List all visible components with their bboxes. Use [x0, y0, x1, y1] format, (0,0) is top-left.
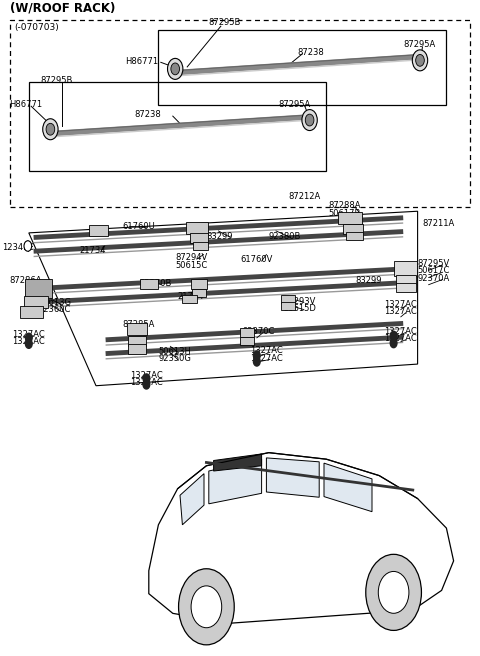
Circle shape — [46, 123, 55, 135]
Polygon shape — [324, 463, 372, 512]
Text: 83299: 83299 — [355, 276, 382, 285]
Text: 92370C: 92370C — [242, 327, 275, 336]
Text: 1327AC: 1327AC — [384, 307, 417, 316]
Text: 1327AC: 1327AC — [250, 354, 282, 363]
Circle shape — [171, 63, 180, 75]
Bar — [127, 323, 147, 335]
Bar — [192, 289, 206, 297]
Text: 87286A: 87286A — [10, 276, 42, 285]
Text: 1327AC: 1327AC — [384, 334, 417, 343]
Bar — [10, 20, 470, 207]
Text: 50613G: 50613G — [38, 298, 72, 307]
Text: 87295V: 87295V — [418, 259, 450, 268]
Bar — [193, 241, 208, 250]
Bar — [240, 337, 254, 345]
Bar — [190, 233, 208, 243]
Text: 92380B: 92380B — [269, 232, 301, 241]
Text: 1327AC: 1327AC — [12, 337, 45, 346]
Bar — [281, 295, 295, 303]
Text: (W/ROOF RACK): (W/ROOF RACK) — [10, 1, 115, 14]
Polygon shape — [180, 474, 204, 525]
Circle shape — [25, 333, 32, 342]
Text: 87295A: 87295A — [278, 100, 311, 110]
Text: 87293V: 87293V — [283, 297, 315, 306]
Text: 50613H: 50613H — [158, 347, 191, 356]
Text: 87285A: 87285A — [122, 320, 155, 329]
Bar — [24, 296, 48, 308]
Text: H86771: H86771 — [125, 56, 158, 66]
Text: 87288A: 87288A — [329, 201, 361, 211]
Text: 1327AC: 1327AC — [384, 300, 417, 309]
Text: 50617C: 50617C — [418, 266, 450, 276]
Circle shape — [412, 50, 428, 71]
Text: 50615C: 50615C — [175, 260, 207, 270]
Text: 87238: 87238 — [298, 48, 324, 57]
Circle shape — [43, 119, 58, 140]
Bar — [182, 295, 197, 303]
Text: 87295B: 87295B — [209, 18, 241, 28]
Circle shape — [305, 114, 314, 126]
Text: 50615D: 50615D — [283, 304, 316, 313]
Bar — [128, 344, 146, 354]
Bar — [191, 279, 207, 289]
Text: 92370B: 92370B — [139, 279, 171, 288]
Text: 1327AC: 1327AC — [130, 378, 162, 387]
Text: 50617B: 50617B — [329, 209, 361, 218]
Text: 87295A: 87295A — [403, 40, 435, 49]
Text: 1327AC: 1327AC — [384, 327, 417, 336]
Bar — [89, 224, 108, 236]
Circle shape — [378, 571, 409, 613]
Bar — [346, 232, 363, 240]
Bar — [338, 212, 362, 224]
Text: 87295B: 87295B — [41, 75, 73, 85]
Text: 92350G: 92350G — [158, 354, 191, 363]
Text: H86771: H86771 — [10, 100, 43, 110]
Circle shape — [143, 380, 150, 389]
Bar — [240, 328, 254, 337]
Bar — [394, 261, 417, 276]
Bar — [281, 302, 295, 310]
Text: 61760V: 61760V — [240, 255, 272, 264]
Bar — [128, 336, 146, 346]
Circle shape — [366, 554, 421, 630]
Bar — [25, 279, 52, 298]
Circle shape — [25, 339, 32, 348]
Circle shape — [24, 241, 32, 251]
Circle shape — [390, 338, 397, 348]
Text: 1327AC: 1327AC — [250, 346, 282, 356]
Circle shape — [302, 110, 317, 131]
Text: 1327AC: 1327AC — [130, 371, 162, 380]
Text: 61760U: 61760U — [122, 222, 155, 231]
Text: 1327AC: 1327AC — [12, 330, 45, 339]
Text: 83299: 83299 — [206, 232, 233, 241]
Circle shape — [253, 357, 260, 366]
Text: 92360C: 92360C — [38, 305, 71, 314]
Text: 21734: 21734 — [79, 246, 106, 255]
Bar — [186, 222, 207, 234]
Polygon shape — [149, 453, 454, 623]
Text: 87211A: 87211A — [422, 218, 455, 228]
Circle shape — [253, 351, 260, 360]
Bar — [343, 224, 363, 234]
Circle shape — [143, 374, 150, 383]
Text: 92370A: 92370A — [418, 274, 450, 283]
Bar — [20, 306, 43, 318]
Polygon shape — [266, 458, 319, 497]
Circle shape — [191, 586, 222, 628]
Bar — [396, 274, 416, 285]
Circle shape — [390, 331, 397, 340]
Text: 87294V: 87294V — [175, 253, 207, 262]
Text: 87238: 87238 — [134, 110, 161, 119]
Bar — [140, 279, 158, 289]
Polygon shape — [214, 454, 262, 471]
Text: 1234LC: 1234LC — [2, 243, 34, 253]
Circle shape — [179, 569, 234, 645]
Text: 21734: 21734 — [178, 292, 204, 301]
Circle shape — [416, 54, 424, 66]
Polygon shape — [209, 459, 262, 504]
Circle shape — [168, 58, 183, 79]
Text: (-070703): (-070703) — [14, 23, 59, 32]
Text: 87212A: 87212A — [288, 192, 320, 201]
Bar — [396, 283, 416, 291]
